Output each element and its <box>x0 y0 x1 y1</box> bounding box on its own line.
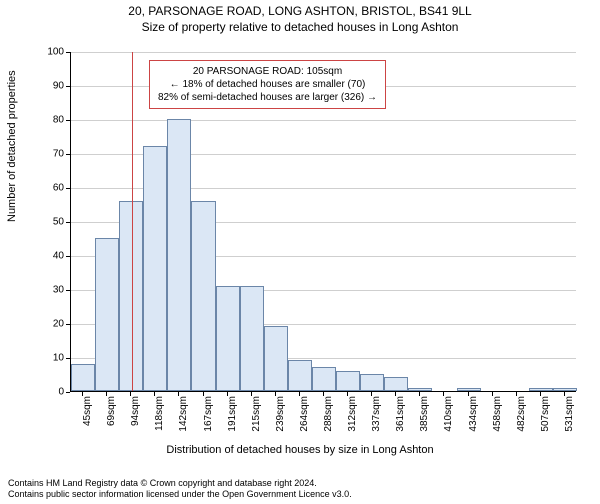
x-tick-label: 142sqm <box>178 396 189 446</box>
y-tick-label: 70 <box>34 149 64 160</box>
y-tick-mark <box>66 324 70 325</box>
y-tick-mark <box>66 256 70 257</box>
annotation-line-2: ← 18% of detached houses are smaller (70… <box>158 78 377 91</box>
footer-line-1: Contains HM Land Registry data © Crown c… <box>8 478 352 489</box>
x-tick-label: 215sqm <box>251 396 262 446</box>
y-tick-label: 30 <box>34 285 64 296</box>
x-tick-label: 45sqm <box>82 396 93 446</box>
histogram-bar <box>119 201 143 391</box>
histogram-bar <box>95 238 119 391</box>
histogram-bar <box>408 388 432 391</box>
y-tick-label: 10 <box>34 353 64 364</box>
y-tick-mark <box>66 188 70 189</box>
y-tick-label: 20 <box>34 319 64 330</box>
histogram-bar <box>143 146 167 391</box>
x-tick-label: 94sqm <box>130 396 141 446</box>
x-tick-label: 482sqm <box>516 396 527 446</box>
x-tick-label: 337sqm <box>371 396 382 446</box>
histogram-bar <box>167 119 191 391</box>
histogram-bar <box>553 388 577 391</box>
annotation-box: 20 PARSONAGE ROAD: 105sqm ← 18% of detac… <box>149 60 386 109</box>
y-tick-mark <box>66 222 70 223</box>
y-tick-label: 0 <box>34 387 64 398</box>
y-tick-mark <box>66 120 70 121</box>
grid-line <box>71 120 576 121</box>
histogram-bar <box>457 388 481 391</box>
plot-area: 20 PARSONAGE ROAD: 105sqm ← 18% of detac… <box>70 52 576 392</box>
y-tick-label: 100 <box>34 47 64 58</box>
grid-line <box>71 52 576 53</box>
property-marker-line <box>132 52 133 391</box>
y-tick-mark <box>66 392 70 393</box>
x-tick-label: 118sqm <box>154 396 165 446</box>
x-tick-label: 531sqm <box>564 396 575 446</box>
y-tick-mark <box>66 290 70 291</box>
histogram-bar <box>384 377 408 391</box>
x-tick-label: 239sqm <box>275 396 286 446</box>
x-tick-label: 410sqm <box>443 396 454 446</box>
x-tick-label: 507sqm <box>540 396 551 446</box>
page-title-address: 20, PARSONAGE ROAD, LONG ASHTON, BRISTOL… <box>0 4 600 18</box>
x-tick-label: 385sqm <box>419 396 430 446</box>
histogram-bar <box>216 286 240 391</box>
histogram-chart: 20 PARSONAGE ROAD: 105sqm ← 18% of detac… <box>46 52 576 430</box>
page-title-subtitle: Size of property relative to detached ho… <box>0 20 600 34</box>
x-axis-title: Distribution of detached houses by size … <box>0 444 600 456</box>
y-tick-mark <box>66 358 70 359</box>
x-tick-label: 458sqm <box>492 396 503 446</box>
y-tick-label: 90 <box>34 81 64 92</box>
x-tick-label: 69sqm <box>106 396 117 446</box>
x-tick-label: 191sqm <box>227 396 238 446</box>
annotation-line-1: 20 PARSONAGE ROAD: 105sqm <box>158 65 377 78</box>
y-tick-label: 40 <box>34 251 64 262</box>
histogram-bar <box>312 367 336 391</box>
x-tick-label: 288sqm <box>323 396 334 446</box>
x-tick-label: 167sqm <box>203 396 214 446</box>
y-tick-mark <box>66 154 70 155</box>
histogram-bar <box>529 388 553 391</box>
histogram-bar <box>264 326 288 391</box>
histogram-bar <box>288 360 312 391</box>
histogram-bar <box>360 374 384 391</box>
histogram-bar <box>191 201 215 391</box>
y-tick-mark <box>66 52 70 53</box>
x-tick-label: 264sqm <box>299 396 310 446</box>
annotation-line-3: 82% of semi-detached houses are larger (… <box>158 91 377 104</box>
y-tick-label: 50 <box>34 217 64 228</box>
x-tick-label: 361sqm <box>395 396 406 446</box>
footer-attribution: Contains HM Land Registry data © Crown c… <box>8 478 352 501</box>
histogram-bar <box>71 364 95 391</box>
y-axis-title: Number of detached properties <box>6 70 18 222</box>
y-tick-mark <box>66 86 70 87</box>
histogram-bar <box>336 371 360 391</box>
x-tick-label: 434sqm <box>468 396 479 446</box>
footer-line-2: Contains public sector information licen… <box>8 489 352 500</box>
y-tick-label: 60 <box>34 183 64 194</box>
y-tick-label: 80 <box>34 115 64 126</box>
x-tick-label: 312sqm <box>347 396 358 446</box>
histogram-bar <box>240 286 264 391</box>
